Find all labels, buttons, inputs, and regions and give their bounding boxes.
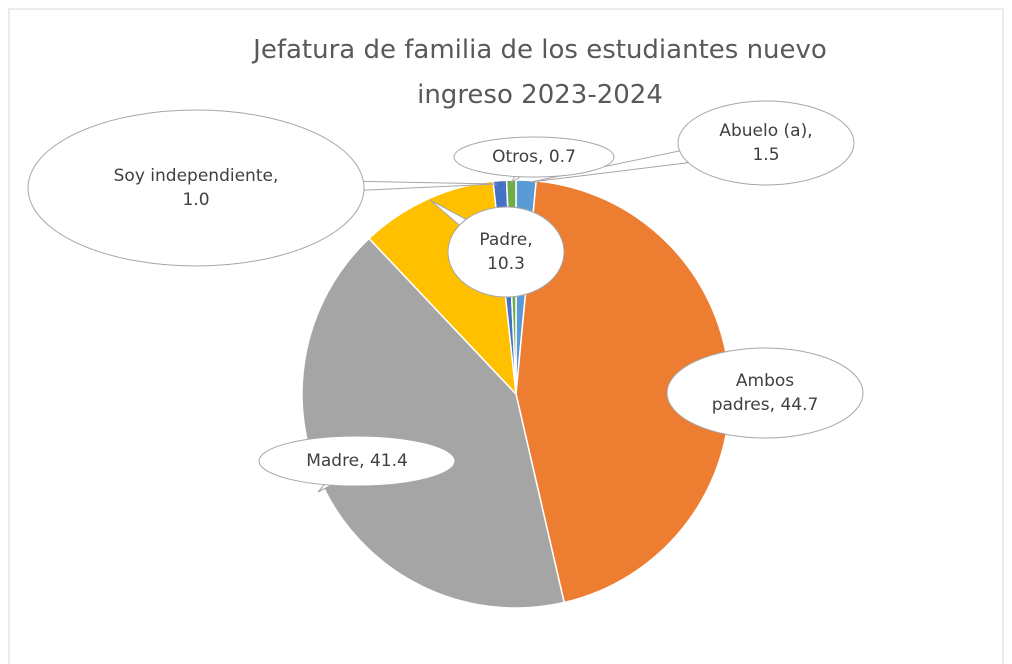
data-label: Ambos padres, 44.7 [710, 369, 820, 417]
label-separator: , [807, 121, 813, 141]
label-category: Madre [306, 451, 360, 471]
label-category: Padre [479, 230, 528, 250]
data-label: Otros, 0.7 [469, 145, 599, 169]
callout-bubble [666, 347, 864, 439]
label-separator: , [538, 147, 549, 167]
data-label: Abuelo (a), 1.5 [711, 119, 821, 167]
label-category: Otros [492, 147, 539, 167]
label-separator: , [359, 451, 370, 471]
label-category: Soy independiente [113, 166, 273, 186]
label-category: Ambos padres [711, 371, 795, 415]
label-category: Abuelo (a) [719, 121, 808, 141]
callout-bubble [677, 100, 855, 186]
label-value: 44.7 [780, 395, 819, 415]
callout-bubble [453, 136, 615, 178]
label-value: 1.0 [182, 190, 210, 210]
callout-bubble [258, 435, 456, 487]
label-separator: , [769, 395, 781, 415]
label-separator: , [272, 166, 279, 186]
callout-bubble [447, 206, 565, 298]
label-value: 41.4 [369, 451, 408, 471]
label-value: 0.7 [548, 147, 576, 167]
label-value: 10.3 [487, 254, 525, 274]
data-label: Padre, 10.3 [476, 228, 536, 276]
callout-bubble [27, 109, 365, 267]
chart-title: Jefatura de familia de los estudiantes n… [253, 35, 827, 110]
pie-slice [301, 237, 566, 609]
data-label: Soy independiente, 1.0 [111, 164, 281, 212]
label-value: 1.5 [752, 145, 780, 165]
data-label: Madre, 41.4 [282, 449, 432, 473]
label-separator: , [527, 230, 533, 250]
